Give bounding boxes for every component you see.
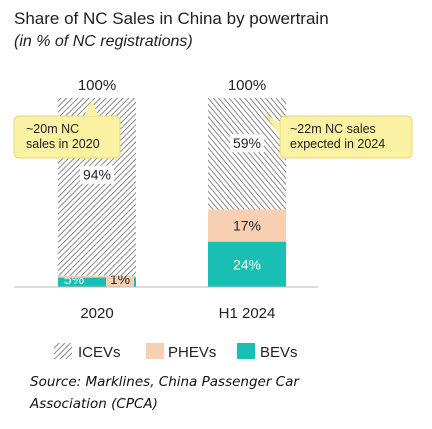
legend-swatch-bevs [237,343,255,359]
label-bg-1 [230,134,264,153]
label-bg-0 [80,165,114,184]
legend-label-bevs: BEVs [260,344,298,361]
bar-bevs-1 [208,241,286,287]
category-label-0: 2020 [80,305,113,322]
callout-box-0 [13,115,121,159]
legend-swatch-phevs [146,343,164,359]
data-label-icevs-0: 94% [83,167,111,183]
data-label-bevs-1: 24% [233,256,261,272]
legend: ICEVs PHEVs BEVs [54,343,298,361]
total-label-0: 100% [78,77,116,94]
callout-pointer-1 [262,110,280,136]
source-line-1: Source: Marklines, China Passenger Car [30,374,300,390]
category-label-1: H1 2024 [219,305,276,322]
chart-title: Share of NC Sales in China by powertrain [14,9,329,28]
data-label-icevs-1: 59% [233,135,261,151]
chart-subtitle: (in % of NC registrations) [14,33,193,50]
bar-phevs-0 [58,275,136,278]
bar-phevs-1 [208,209,286,242]
callout-text-0-1: sales in 2020 [26,137,100,151]
callout-pointer-0 [84,100,98,116]
bar-icevs-1 [208,98,286,210]
callout-box-1 [279,115,413,159]
bar-bevs-0 [58,277,136,287]
callout-text-0-0: ~20m NC [26,122,79,136]
legend-label-icevs: ICEVs [78,344,121,361]
callout-text-1-0: ~22m NC sales [290,122,376,136]
data-label-phevs-1: 17% [233,218,261,234]
legend-label-phevs: PHEVs [168,344,216,361]
total-label-1: 100% [228,77,266,94]
callout-text-1-1: expected in 2024 [290,137,385,151]
legend-swatch-icevs [54,343,72,359]
source-line-2: Association (CPCA) [29,396,158,412]
